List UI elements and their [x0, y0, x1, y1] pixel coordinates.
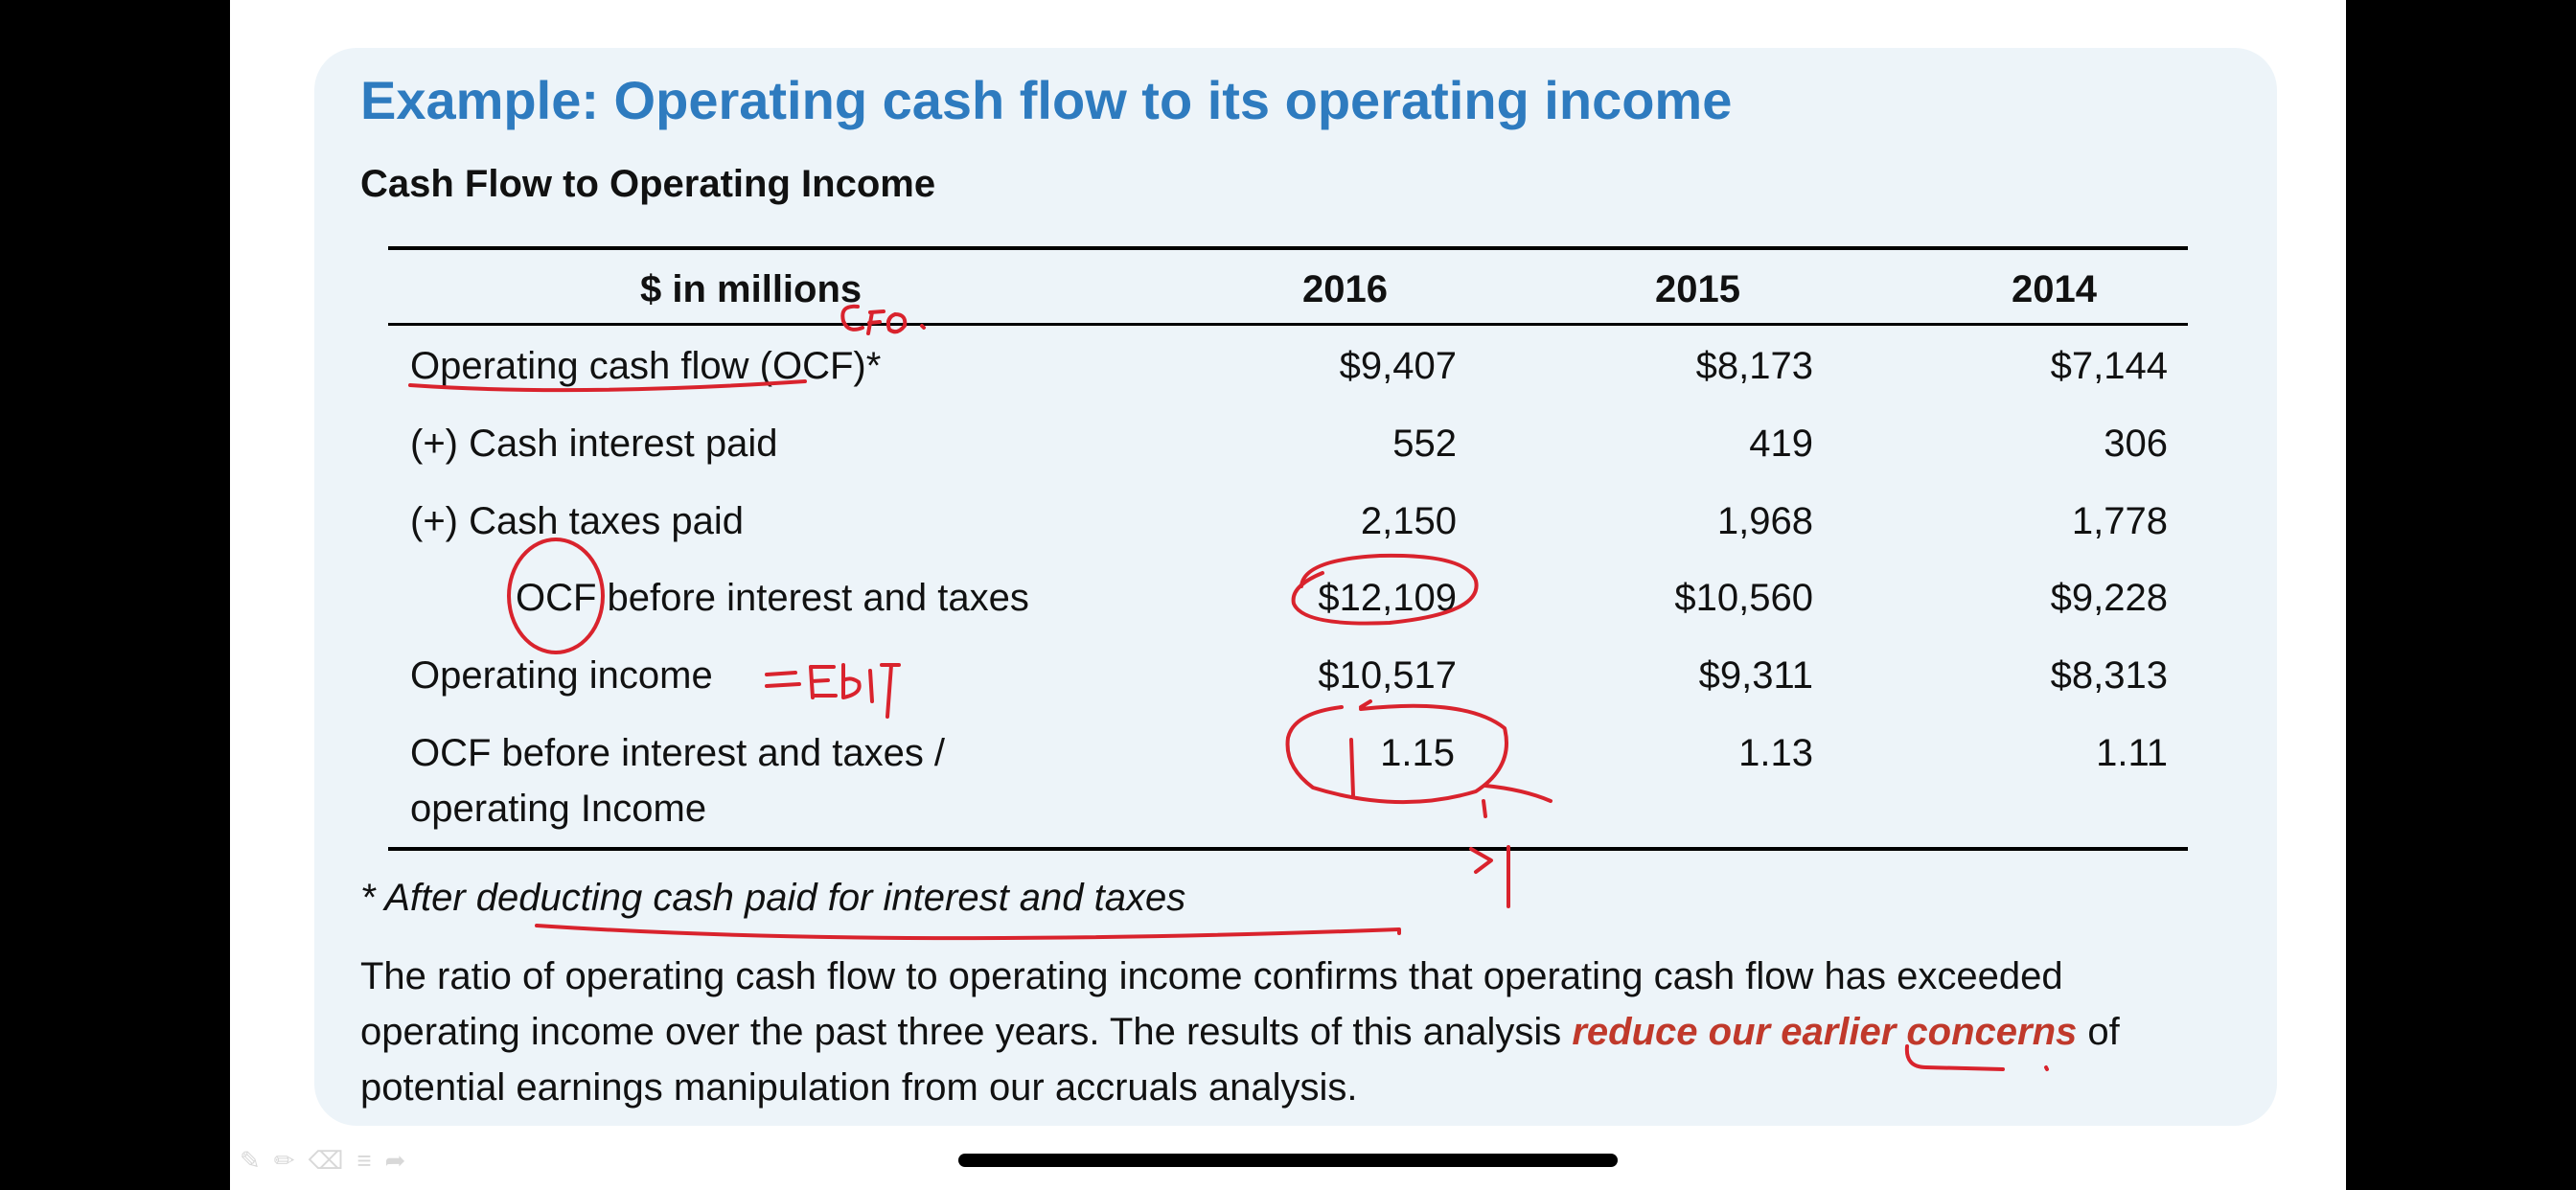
footnote: * After deducting cash paid for interest…	[360, 877, 1186, 919]
pencil-icon[interactable]: ✏	[273, 1146, 295, 1175]
slide-title: Example: Operating cash flow to its oper…	[360, 70, 1733, 130]
row-taxes-2016: 2,150	[1360, 500, 1457, 542]
highlighted-phrase: reduce our earlier concerns	[1572, 1011, 2078, 1053]
header-units: $ in millions	[640, 268, 862, 310]
row-ocf-before-2014: $9,228	[2050, 577, 2168, 619]
row-taxes-2014: 1,778	[2071, 500, 2168, 542]
menu-icon[interactable]: ≡	[356, 1146, 372, 1175]
row-interest-2014: 306	[2104, 423, 2168, 465]
row-label-operating-income: Operating income	[410, 654, 713, 697]
row-operating-income-2014: $8,313	[2050, 654, 2168, 697]
table-subtitle: Cash Flow to Operating Income	[360, 163, 936, 205]
row-label-ocf: Operating cash flow (OCF)*	[410, 345, 882, 387]
row-interest-2015: 419	[1749, 423, 1813, 465]
conclusion-text-2: of potential earnings manipulation from …	[360, 1011, 2120, 1109]
row-label-ratio-line2: operating Income	[410, 788, 707, 830]
row-ratio-2015: 1.13	[1738, 732, 1813, 774]
row-ratio-2016: 1.15	[1380, 732, 1455, 774]
header-2016: 2016	[1302, 268, 1388, 310]
row-label-ratio-line1: OCF before interest and taxes /	[410, 732, 946, 774]
row-label-ocf-before: OCF before interest and taxes	[516, 577, 1029, 619]
row-label-taxes: (+) Cash taxes paid	[410, 500, 744, 542]
table-top-rule	[388, 246, 2188, 250]
row-ocf-2014: $7,144	[2050, 345, 2168, 387]
annotation-toolbar: ✎ ✏ ⌫ ≡ ➦	[240, 1146, 405, 1176]
row-ratio-2014: 1.11	[2096, 732, 2168, 774]
row-interest-2016: 552	[1392, 423, 1457, 465]
conclusion-paragraph: The ratio of operating cash flow to oper…	[360, 949, 2162, 1115]
row-taxes-2015: 1,968	[1716, 500, 1813, 542]
row-ocf-2015: $8,173	[1695, 345, 1813, 387]
header-2015: 2015	[1655, 268, 1740, 310]
table-bottom-rule	[388, 847, 2188, 851]
forward-icon[interactable]: ➦	[384, 1146, 406, 1175]
row-operating-income-2015: $9,311	[1698, 654, 1813, 697]
table-header-rule	[388, 323, 2188, 326]
eraser-icon[interactable]: ⌫	[308, 1146, 344, 1175]
header-2014: 2014	[2012, 268, 2097, 310]
row-operating-income-2016: $10,517	[1318, 654, 1457, 697]
pen-icon[interactable]: ✎	[240, 1146, 261, 1175]
home-indicator[interactable]	[958, 1154, 1618, 1167]
row-ocf-before-2015: $10,560	[1674, 577, 1813, 619]
row-ocf-before-2016: $12,109	[1318, 577, 1457, 619]
conclusion-text-1: The ratio of operating cash flow to oper…	[360, 955, 2063, 1053]
row-label-interest: (+) Cash interest paid	[410, 423, 778, 465]
row-ocf-2016: $9,407	[1339, 345, 1457, 387]
